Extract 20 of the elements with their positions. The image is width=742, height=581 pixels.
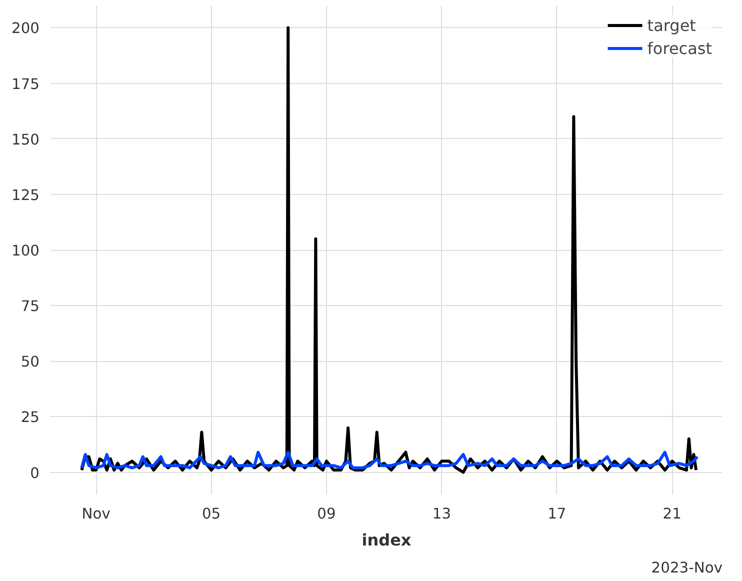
x-tick-label: Nov	[82, 506, 111, 522]
x-tick-label: 21	[662, 506, 682, 522]
line-series	[80, 450, 699, 470]
x-tick-label: 09	[317, 506, 336, 522]
x-tick-label: 17	[548, 506, 566, 522]
legend-label: target	[647, 16, 696, 34]
y-tick-label: 25	[20, 409, 40, 426]
x-tick-label: 05	[202, 506, 221, 522]
y-tick-label: 50	[20, 354, 40, 371]
x-axis-title: index	[362, 530, 412, 550]
y-tick-label: 175	[12, 76, 40, 93]
y-tick-label: 200	[12, 20, 40, 38]
x-tick-label: 13	[432, 506, 452, 522]
y-tick-label: 125	[12, 186, 40, 204]
y-tick-label: 0	[30, 464, 40, 482]
y-tick-label: 100	[12, 242, 40, 260]
y-tick-label: 75	[20, 298, 40, 316]
text: 2023-Nov	[651, 560, 723, 576]
y-tick-label: 150	[12, 131, 40, 148]
legend-label: forecast	[647, 38, 712, 58]
